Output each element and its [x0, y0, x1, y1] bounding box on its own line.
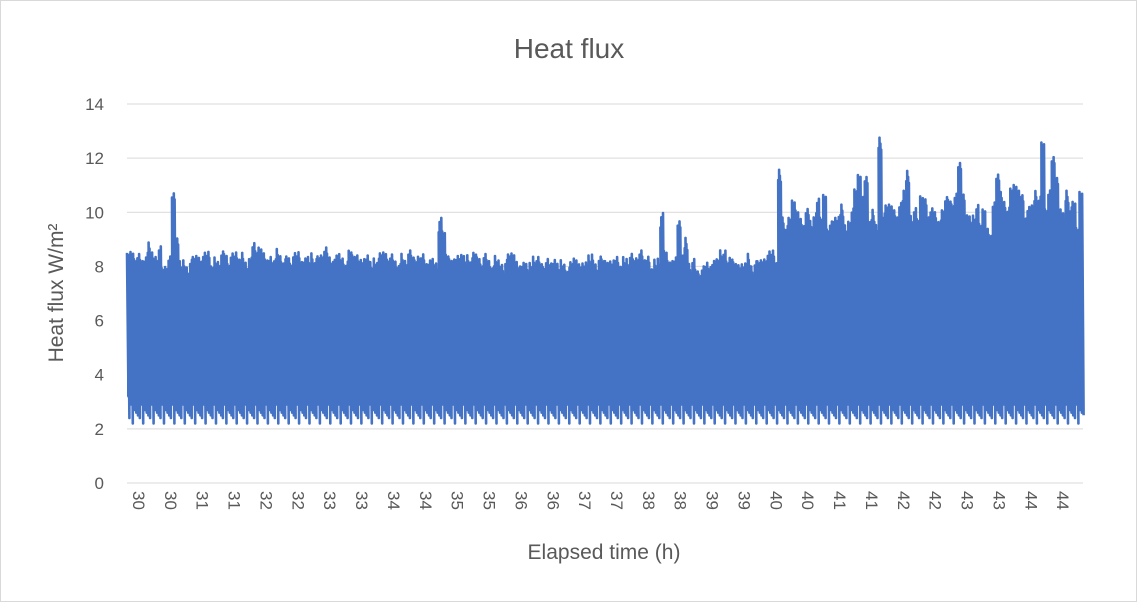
x-tick-label: 36 [511, 491, 530, 510]
y-tick-label: 10 [85, 203, 104, 222]
y-axis-title: Heat flux W/m² [45, 224, 68, 363]
x-tick-label: 38 [639, 491, 658, 510]
series-line [125, 136, 1085, 425]
x-tick-label: 34 [384, 491, 403, 510]
x-tick-label: 33 [320, 491, 339, 510]
x-tick-label: 32 [288, 491, 307, 510]
chart-title: Heat flux [514, 33, 625, 64]
x-tick-label: 44 [1053, 491, 1072, 510]
x-tick-label: 31 [225, 491, 244, 510]
x-tick-label: 34 [416, 491, 435, 510]
x-tick-label: 42 [926, 491, 945, 510]
y-tick-label: 8 [95, 257, 104, 276]
x-axis-title: Elapsed time (h) [528, 541, 681, 564]
y-tick-label: 4 [95, 366, 104, 385]
x-tick-label: 43 [989, 491, 1008, 510]
x-tick-label: 35 [480, 491, 499, 510]
x-tick-label: 39 [703, 491, 722, 510]
series-heat-flux [125, 136, 1085, 425]
y-tick-label: 0 [95, 474, 104, 493]
y-tick-labels: 0 2 4 6 8 10 12 14 [85, 95, 104, 493]
x-tick-label: 43 [958, 491, 977, 510]
x-tick-label: 42 [894, 491, 913, 510]
x-tick-label: 38 [671, 491, 690, 510]
y-tick-label: 14 [85, 95, 104, 114]
x-tick-label: 30 [161, 491, 180, 510]
x-tick-label: 36 [543, 491, 562, 510]
x-tick-label: 44 [1021, 491, 1040, 510]
x-tick-label: 35 [448, 491, 467, 510]
x-tick-label: 41 [830, 491, 849, 510]
y-tick-label: 12 [85, 149, 104, 168]
x-tick-label: 40 [766, 491, 785, 510]
x-tick-label: 37 [607, 491, 626, 510]
x-tick-label: 41 [862, 491, 881, 510]
x-tick-label: 33 [352, 491, 371, 510]
x-tick-labels: 30 30 31 31 32 32 33 33 34 34 35 35 36 36 37 37 38 38 39 39… [129, 491, 1072, 510]
x-tick-label: 39 [734, 491, 753, 510]
y-tick-label: 6 [95, 312, 104, 331]
x-tick-label: 40 [798, 491, 817, 510]
x-tick-label: 30 [129, 491, 148, 510]
y-tick-label: 2 [95, 420, 104, 439]
x-tick-label: 31 [193, 491, 212, 510]
x-tick-label: 32 [256, 491, 275, 510]
x-tick-label: 37 [575, 491, 594, 510]
